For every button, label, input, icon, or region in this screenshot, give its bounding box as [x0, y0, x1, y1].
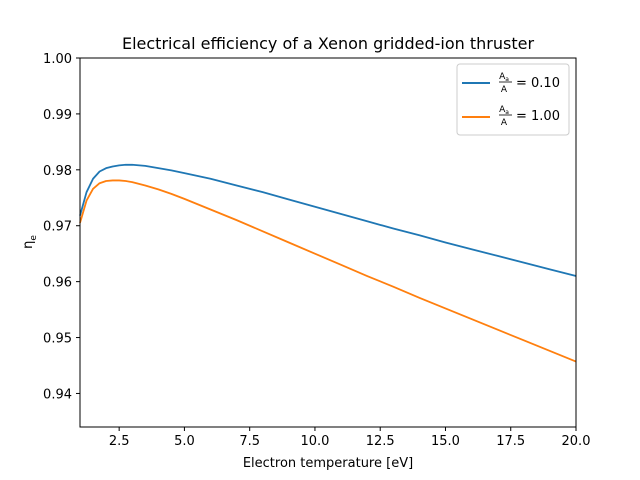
series-line-1	[79, 179, 577, 363]
legend-entry-0: Aa A = 0.10	[462, 72, 560, 95]
x-tick-label: 17.5	[496, 434, 525, 449]
y-tick-label: 0.96	[43, 276, 72, 291]
legend: Aa A = 0.10 Aa A = 1.00	[456, 63, 570, 136]
y-axis-label: ηe	[21, 235, 39, 249]
axes-frame	[79, 57, 577, 428]
y-tick-label: 1.00	[43, 52, 72, 67]
legend-0-denominator: A	[501, 85, 508, 95]
y-tick-label: 0.94	[43, 387, 72, 402]
x-tick-label: 2.5	[109, 434, 130, 449]
y-tick-label: 0.97	[43, 220, 72, 235]
x-tick-label: 5.0	[174, 434, 195, 449]
x-tick-label: 12.5	[366, 434, 395, 449]
y-axis: 0.94 0.95 0.96 0.97 0.98 0.99 1.00	[43, 52, 80, 402]
legend-1-denominator: A	[501, 118, 508, 128]
x-tick-label: 10.0	[300, 434, 329, 449]
series-line-0	[79, 163, 577, 277]
series-layer	[79, 163, 577, 363]
x-tick-label: 15.0	[431, 434, 460, 449]
x-axis-label: Electron temperature [eV]	[243, 456, 413, 471]
plot-area	[79, 57, 577, 428]
chart-title: Electrical efficiency of a Xenon gridded…	[122, 34, 534, 53]
y-axis-label-symbol: η	[21, 241, 36, 249]
x-tick-label: 20.0	[562, 434, 591, 449]
legend-1-numerator: Aa	[499, 105, 509, 116]
legend-box	[456, 63, 570, 136]
x-tick-label: 7.5	[239, 434, 260, 449]
y-tick-label: 0.98	[43, 164, 72, 179]
legend-0-numerator: Aa	[499, 72, 509, 83]
legend-entry-1: Aa A = 1.00	[462, 105, 560, 128]
x-axis: 2.5 5.0 7.5 10.0 12.5 15.0 17.5 20.0	[109, 427, 591, 449]
legend-1-value: = 1.00	[516, 109, 560, 124]
y-tick-label: 0.99	[43, 108, 72, 123]
legend-0-value: = 0.10	[516, 76, 560, 91]
y-axis-label-subscript: e	[29, 235, 39, 241]
y-tick-label: 0.95	[43, 332, 72, 347]
